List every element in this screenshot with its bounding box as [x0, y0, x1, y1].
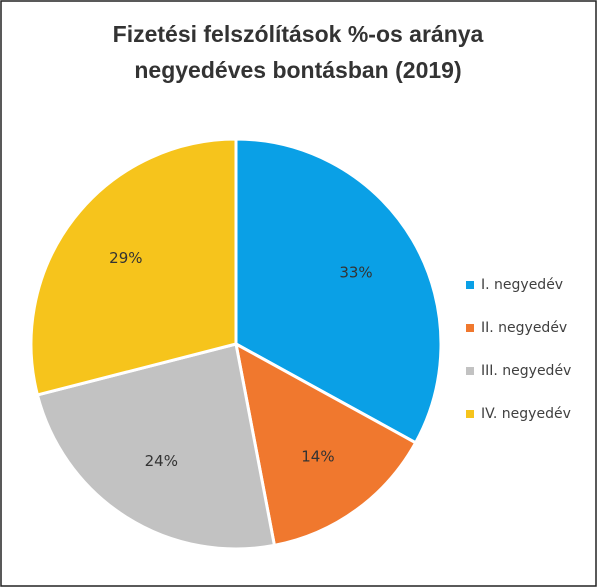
- data-label: 14%: [301, 447, 334, 465]
- data-label: 29%: [109, 249, 142, 267]
- pie-slice: [35, 342, 277, 551]
- pie-slice: [233, 341, 418, 548]
- legend-label: IV. negyedév: [481, 406, 571, 422]
- chart-title: Fizetési felszólítások %-os aránya: [113, 21, 484, 47]
- legend-marker: [466, 410, 474, 418]
- pie-slice: [234, 137, 443, 445]
- legend-label: III. negyedév: [481, 363, 571, 379]
- legend-marker: [466, 324, 474, 332]
- legend-label: I. negyedév: [481, 277, 563, 293]
- chart-title: negyedéves bontásban (2019): [134, 57, 461, 83]
- data-label: 33%: [339, 264, 372, 282]
- pie-slice: [29, 137, 238, 397]
- data-label: 24%: [145, 452, 178, 470]
- legend-marker: [466, 281, 474, 289]
- legend-marker: [466, 367, 474, 375]
- legend-label: II. negyedév: [481, 320, 567, 336]
